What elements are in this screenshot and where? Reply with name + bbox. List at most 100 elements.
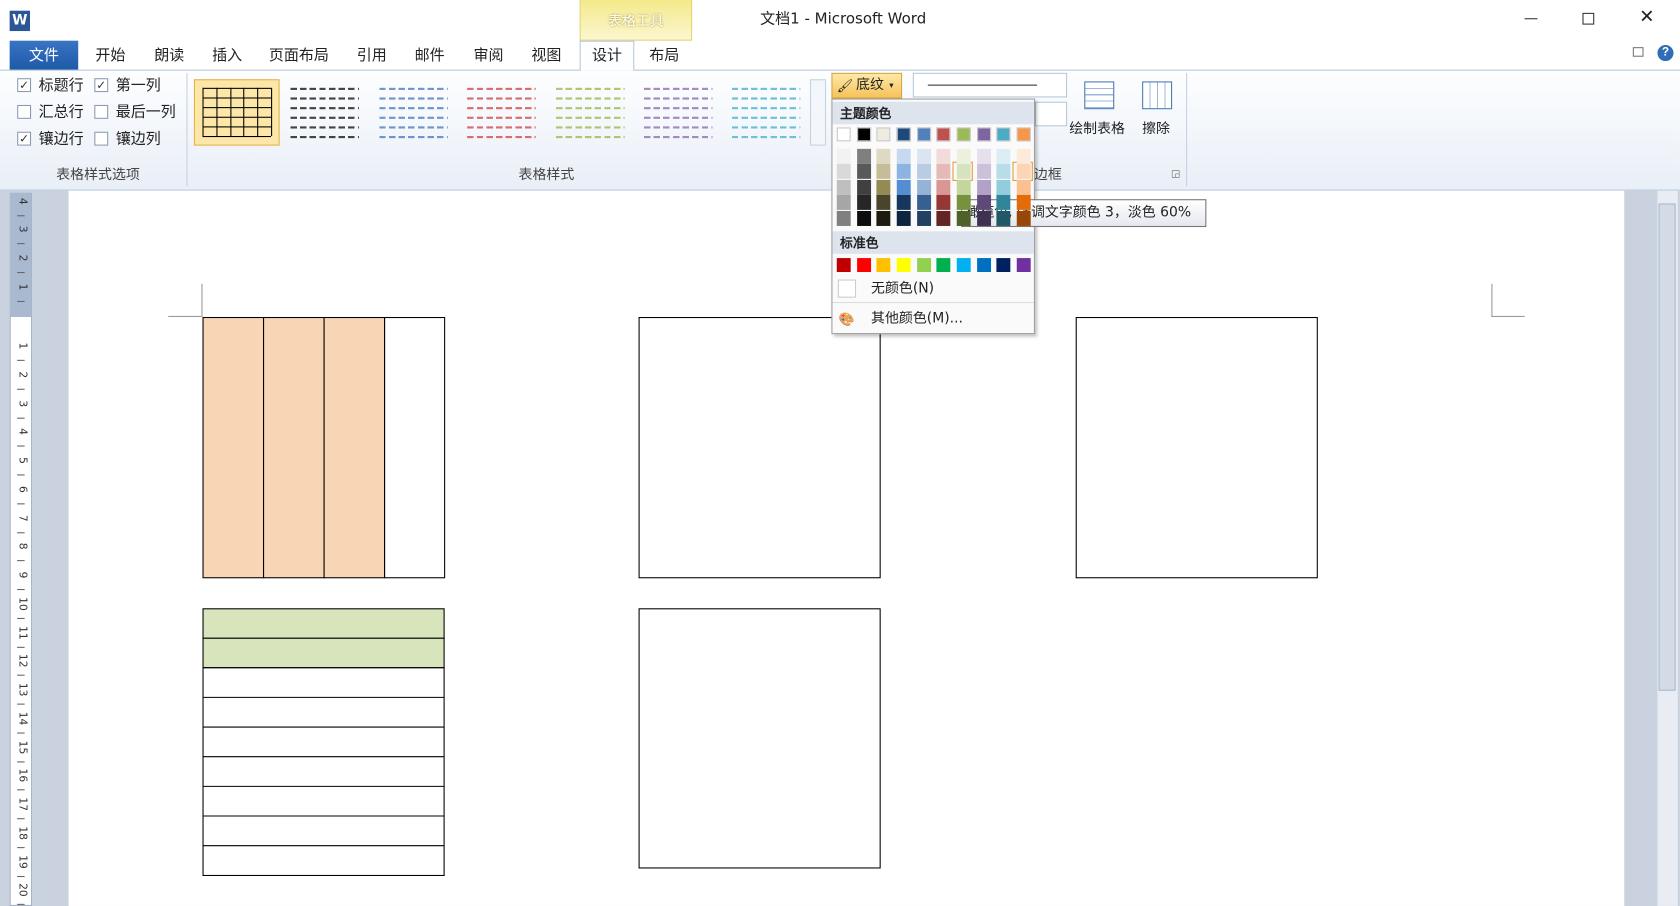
shade-swatch[interactable] [876, 164, 891, 180]
checkbox-label[interactable]: 最后一列 [115, 103, 176, 122]
shade-swatch[interactable] [936, 179, 951, 195]
style-thumbnail[interactable] [193, 79, 280, 146]
standard-swatch[interactable] [896, 258, 911, 273]
eraser-icon[interactable] [1142, 81, 1173, 110]
ribbon-tab[interactable]: 邮件 [414, 47, 445, 65]
checkbox[interactable]: ✓ [17, 131, 32, 146]
shade-swatch[interactable] [856, 164, 871, 180]
checkbox[interactable] [94, 104, 109, 119]
shade-swatch[interactable] [976, 164, 991, 180]
shading-button[interactable] [831, 72, 903, 99]
shade-swatch[interactable] [916, 164, 931, 180]
pen-weight[interactable] [1034, 101, 1068, 127]
shade-swatch[interactable] [1016, 195, 1031, 211]
shade-swatch[interactable] [976, 148, 991, 164]
ribbon-tab[interactable]: 页面布局 [268, 47, 329, 65]
shade-swatch[interactable] [876, 210, 891, 226]
dialog-launcher[interactable]: ◲ [1171, 169, 1181, 180]
shade-swatch[interactable] [896, 210, 911, 226]
maximize-button[interactable] [1582, 12, 1595, 25]
standard-swatch[interactable] [856, 258, 871, 273]
shade-swatch[interactable] [856, 210, 871, 226]
shade-swatch[interactable] [916, 148, 931, 164]
checkbox[interactable]: ✓ [94, 78, 109, 93]
more-colors-item[interactable]: 其他颜色(M)... [871, 310, 963, 327]
ribbon-tab[interactable]: 布局 [649, 47, 680, 65]
theme-swatch[interactable] [956, 127, 971, 142]
standard-swatch[interactable] [996, 258, 1011, 273]
shade-swatch[interactable] [876, 148, 891, 164]
ribbon-tab[interactable]: 视图 [531, 47, 562, 65]
shade-swatch[interactable] [876, 179, 891, 195]
shade-swatch[interactable] [976, 210, 991, 226]
shade-swatch[interactable] [1016, 164, 1031, 180]
minimize-ribbon[interactable] [1632, 47, 1644, 57]
shade-swatch[interactable] [956, 148, 971, 164]
shade-swatch[interactable] [856, 179, 871, 195]
theme-swatch[interactable] [916, 127, 931, 142]
checkbox-label[interactable]: 镶边列 [115, 130, 161, 148]
theme-swatch[interactable] [876, 127, 891, 142]
shade-swatch[interactable] [956, 210, 971, 226]
shade-swatch[interactable] [996, 179, 1011, 195]
standard-swatch[interactable] [956, 258, 971, 273]
shade-swatch[interactable] [896, 164, 911, 180]
shade-swatch[interactable] [936, 210, 951, 226]
standard-swatch[interactable] [916, 258, 931, 273]
file-tab-bg[interactable] [9, 40, 79, 70]
theme-swatch[interactable] [836, 127, 851, 142]
shade-swatch[interactable] [836, 195, 851, 211]
shade-swatch[interactable] [836, 148, 851, 164]
checkbox[interactable]: ✓ [17, 78, 32, 93]
theme-swatch[interactable] [936, 127, 951, 142]
ribbon-tab[interactable]: 插入 [212, 47, 243, 65]
checkbox[interactable] [17, 104, 32, 119]
shade-swatch[interactable] [976, 179, 991, 195]
shade-swatch[interactable] [936, 148, 951, 164]
shade-swatch[interactable] [836, 179, 851, 195]
shade-swatch[interactable] [936, 164, 951, 180]
shade-swatch[interactable] [836, 210, 851, 226]
shade-swatch[interactable] [896, 179, 911, 195]
help-button[interactable]: ? [1657, 44, 1674, 62]
checkbox-label[interactable]: 标题行 [38, 77, 84, 95]
shade-swatch[interactable] [896, 148, 911, 164]
draw-table-label[interactable]: 绘制表格 [1069, 121, 1125, 138]
shade-swatch[interactable] [1016, 179, 1031, 195]
standard-swatch[interactable] [836, 258, 851, 273]
no-color-item[interactable]: 无颜色(N) [871, 280, 935, 297]
app-icon[interactable]: W [9, 10, 30, 32]
shade-swatch[interactable] [916, 179, 931, 195]
shade-swatch[interactable] [896, 195, 911, 211]
theme-swatch[interactable] [996, 127, 1011, 142]
ribbon-tab[interactable]: 开始 [95, 47, 126, 65]
checkbox-label[interactable]: 镶边行 [38, 130, 84, 148]
shade-swatch[interactable] [956, 164, 971, 180]
shade-swatch[interactable] [1016, 210, 1031, 226]
checkbox-label[interactable]: 第一列 [115, 77, 161, 95]
draw-table-icon[interactable] [1084, 81, 1115, 110]
checkbox[interactable] [94, 131, 109, 146]
shade-swatch[interactable] [856, 148, 871, 164]
eraser-label[interactable]: 擦除 [1142, 121, 1170, 138]
theme-swatch[interactable] [896, 127, 911, 142]
shade-swatch[interactable] [1016, 148, 1031, 164]
ribbon-tab[interactable]: 文件 [28, 47, 59, 65]
shade-swatch[interactable] [836, 164, 851, 180]
standard-swatch[interactable] [876, 258, 891, 273]
shade-swatch[interactable] [916, 210, 931, 226]
shade-swatch[interactable] [956, 195, 971, 211]
shade-swatch[interactable] [996, 210, 1011, 226]
shade-swatch[interactable] [856, 195, 871, 211]
ribbon-tab[interactable]: 设计 [591, 47, 622, 65]
standard-swatch[interactable] [1016, 258, 1031, 273]
shade-swatch[interactable] [996, 164, 1011, 180]
theme-swatch[interactable] [1016, 127, 1031, 142]
theme-swatch[interactable] [976, 127, 991, 142]
gallery-scroll[interactable] [809, 79, 827, 146]
shade-swatch[interactable] [916, 195, 931, 211]
minimize-button[interactable] [1524, 18, 1538, 20]
ribbon-tab[interactable]: 朗读 [154, 47, 185, 65]
selected-tab-bg[interactable] [579, 40, 635, 71]
checkbox-label[interactable]: 汇总行 [38, 103, 84, 122]
